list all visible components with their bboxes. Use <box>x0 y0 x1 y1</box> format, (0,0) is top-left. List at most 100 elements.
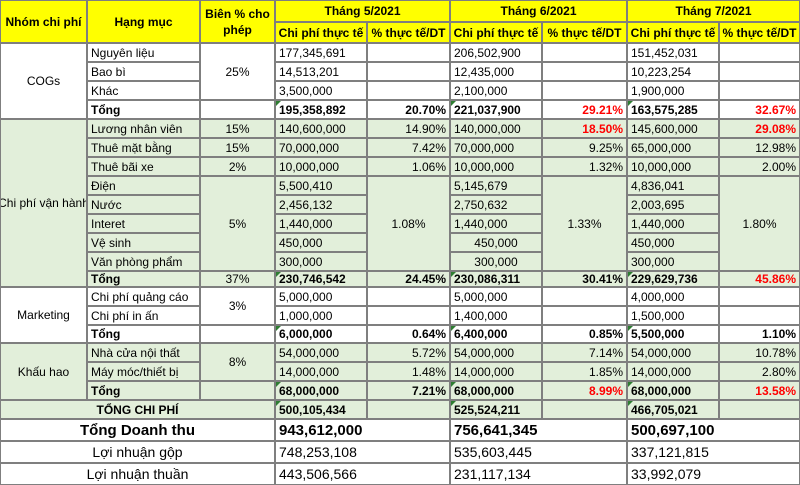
cell-cogs-m5pct-0[interactable] <box>367 43 450 62</box>
cell-ops-m5pct-3[interactable]: 1.08% <box>367 176 450 271</box>
total-ops-m6pct[interactable]: 30.41% <box>542 271 627 287</box>
cell-ops-m5pct-0[interactable]: 14.90% <box>367 119 450 138</box>
cell-ops-m7-2[interactable]: 10,000,000 <box>627 157 719 176</box>
cell-cogs-m6pct-2[interactable] <box>542 81 627 100</box>
margin-mkt-total[interactable] <box>200 325 275 343</box>
cell-ops-m7-7[interactable]: 300,000 <box>627 252 719 271</box>
header-margin[interactable]: Biên % cho phép <box>200 0 275 43</box>
header-actual-m5[interactable]: Chi phí thực tế <box>275 22 367 43</box>
cell-ops-m5-4[interactable]: 2,456,132 <box>275 195 367 214</box>
header-pct-m5[interactable]: % thực tế/DT <box>367 22 450 43</box>
summary-total-cost-label[interactable]: TỔNG CHI PHÍ <box>0 400 275 419</box>
header-actual-m6[interactable]: Chi phí thực tế <box>450 22 542 43</box>
total-label-ops[interactable]: Tổng <box>87 271 200 287</box>
cell-cogs-m6-0[interactable]: 206,502,900 <box>450 43 542 62</box>
cell-cogs-m6-1[interactable]: 12,435,000 <box>450 62 542 81</box>
total-mkt-m6[interactable]: 6,400,000 <box>450 325 542 343</box>
cell-ops-m5pct-2[interactable]: 1.06% <box>367 157 450 176</box>
total-mkt-m5pct[interactable]: 0.64% <box>367 325 450 343</box>
cell-ops-m7-3[interactable]: 4,836,041 <box>627 176 719 195</box>
cell-dep-m5-1[interactable]: 14,000,000 <box>275 362 367 381</box>
cell-ops-m7pct-2[interactable]: 2.00% <box>719 157 800 176</box>
group-ops[interactable]: Chi phí vận hành <box>0 119 87 287</box>
header-month-7[interactable]: Tháng 7/2021 <box>627 0 800 22</box>
margin-mkt[interactable]: 3% <box>200 287 275 325</box>
margin-dep[interactable]: 8% <box>200 343 275 381</box>
cell-cogs-m7-1[interactable]: 10,223,254 <box>627 62 719 81</box>
cell-ops-m6-1[interactable]: 70,000,000 <box>450 138 542 157</box>
cell-ops-m5-2[interactable]: 10,000,000 <box>275 157 367 176</box>
cell-ops-m6-5[interactable]: 1,440,000 <box>450 214 542 233</box>
total-label-dep[interactable]: Tổng <box>87 381 200 400</box>
summary-revenue-m5[interactable]: 943,612,000 <box>275 419 450 441</box>
cell-cogs-m5-0[interactable]: 177,345,691 <box>275 43 367 62</box>
item-mkt-1[interactable]: Chi phí in ấn <box>87 306 200 325</box>
cell-ops-m7pct-1[interactable]: 12.98% <box>719 138 800 157</box>
summary-total-cost-m5[interactable]: 500,105,434 <box>275 400 367 419</box>
header-item[interactable]: Hạng mục <box>87 0 200 43</box>
summary-net-m6[interactable]: 231,117,134 <box>450 463 627 485</box>
total-ops-m5[interactable]: 230,746,542 <box>275 271 367 287</box>
total-cogs-m5[interactable]: 195,358,892 <box>275 100 367 119</box>
cell-ops-m7-4[interactable]: 2,003,695 <box>627 195 719 214</box>
summary-gross-label[interactable]: Lợi nhuận gộp <box>0 441 275 463</box>
cell-mkt-m6pct-1[interactable] <box>542 306 627 325</box>
cell-ops-m5-1[interactable]: 70,000,000 <box>275 138 367 157</box>
item-ops-0[interactable]: Lương nhân viên <box>87 119 200 138</box>
total-cogs-m7pct[interactable]: 32.67% <box>719 100 800 119</box>
summary-revenue-m6[interactable]: 756,641,345 <box>450 419 627 441</box>
cell-cogs-m5-2[interactable]: 3,500,000 <box>275 81 367 100</box>
total-cogs-m5pct[interactable]: 20.70% <box>367 100 450 119</box>
item-mkt-0[interactable]: Chi phí quảng cáo <box>87 287 200 306</box>
header-group[interactable]: Nhóm chi phí <box>0 0 87 43</box>
item-dep-0[interactable]: Nhà cửa nội thất <box>87 343 200 362</box>
cell-dep-m5-0[interactable]: 54,000,000 <box>275 343 367 362</box>
total-mkt-m7[interactable]: 5,500,000 <box>627 325 719 343</box>
item-ops-6[interactable]: Vệ sinh <box>87 233 200 252</box>
margin-cogs-total[interactable] <box>200 100 275 119</box>
margin-ops-3[interactable]: 5% <box>200 176 275 271</box>
total-cogs-m7[interactable]: 163,575,285 <box>627 100 719 119</box>
total-cogs-m6pct[interactable]: 29.21% <box>542 100 627 119</box>
group-cogs[interactable]: COGs <box>0 43 87 119</box>
cell-ops-m7-5[interactable]: 1,440,000 <box>627 214 719 233</box>
cell-cogs-m7-2[interactable]: 1,900,000 <box>627 81 719 100</box>
summary-total-cost-m5-empty[interactable] <box>367 400 450 419</box>
cell-ops-m6pct-0[interactable]: 18.50% <box>542 119 627 138</box>
cell-cogs-m6pct-0[interactable] <box>542 43 627 62</box>
summary-total-cost-m7[interactable]: 466,705,021 <box>627 400 719 419</box>
cell-ops-m5-6[interactable]: 450,000 <box>275 233 367 252</box>
cell-ops-m5-0[interactable]: 140,600,000 <box>275 119 367 138</box>
cell-cogs-m7pct-1[interactable] <box>719 62 800 81</box>
cell-mkt-m6pct-0[interactable] <box>542 287 627 306</box>
item-ops-2[interactable]: Thuê bãi xe <box>87 157 200 176</box>
cell-cogs-m6-2[interactable]: 2,100,000 <box>450 81 542 100</box>
group-depreciation[interactable]: Khấu hao <box>0 343 87 400</box>
total-mkt-m7pct[interactable]: 1.10% <box>719 325 800 343</box>
cell-cogs-m5pct-1[interactable] <box>367 62 450 81</box>
cell-ops-m5pct-1[interactable]: 7.42% <box>367 138 450 157</box>
group-marketing[interactable]: Marketing <box>0 287 87 343</box>
total-dep-m7pct[interactable]: 13.58% <box>719 381 800 400</box>
margin-ops-1[interactable]: 15% <box>200 138 275 157</box>
total-mkt-m5[interactable]: 6,000,000 <box>275 325 367 343</box>
summary-net-m5[interactable]: 443,506,566 <box>275 463 450 485</box>
total-label-cogs[interactable]: Tổng <box>87 100 200 119</box>
cell-cogs-m7-0[interactable]: 151,452,031 <box>627 43 719 62</box>
margin-dep-total[interactable] <box>200 381 275 400</box>
cell-ops-m7-6[interactable]: 450,000 <box>627 233 719 252</box>
header-pct-m6[interactable]: % thực tế/DT <box>542 22 627 43</box>
cell-mkt-m5-0[interactable]: 5,000,000 <box>275 287 367 306</box>
cell-ops-m7pct-0[interactable]: 29.08% <box>719 119 800 138</box>
cell-ops-m5-7[interactable]: 300,000 <box>275 252 367 271</box>
item-ops-5[interactable]: Interet <box>87 214 200 233</box>
margin-cogs[interactable]: 25% <box>200 43 275 100</box>
total-ops-m7pct[interactable]: 45.86% <box>719 271 800 287</box>
total-dep-m5[interactable]: 68,000,000 <box>275 381 367 400</box>
cell-ops-m6pct-1[interactable]: 9.25% <box>542 138 627 157</box>
summary-total-cost-m7-empty[interactable] <box>719 400 800 419</box>
cell-ops-m6pct-2[interactable]: 1.32% <box>542 157 627 176</box>
cell-dep-m7-0[interactable]: 54,000,000 <box>627 343 719 362</box>
summary-total-cost-m6[interactable]: 525,524,211 <box>450 400 542 419</box>
total-ops-m6[interactable]: 230,086,311 <box>450 271 542 287</box>
